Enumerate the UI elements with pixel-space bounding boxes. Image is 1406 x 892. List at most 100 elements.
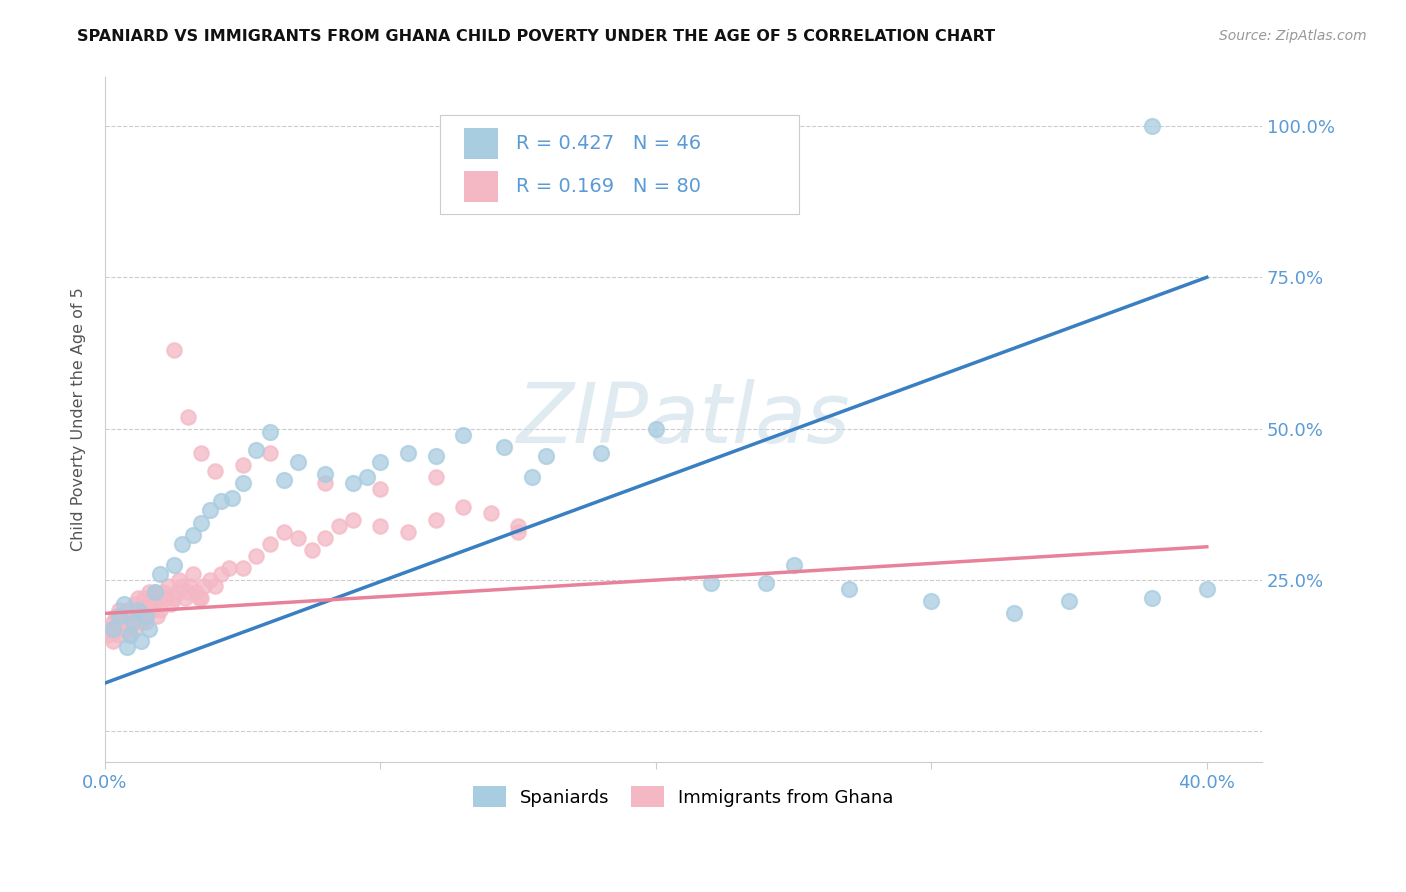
Text: R = 0.169   N = 80: R = 0.169 N = 80 bbox=[516, 177, 700, 195]
Point bbox=[370, 455, 392, 469]
Point bbox=[1002, 607, 1025, 621]
Point bbox=[121, 603, 143, 617]
Point bbox=[129, 615, 152, 630]
Point bbox=[370, 482, 392, 496]
Point bbox=[135, 615, 157, 630]
Point bbox=[232, 458, 254, 472]
Point bbox=[245, 442, 267, 457]
Point bbox=[245, 549, 267, 563]
Point bbox=[1140, 591, 1163, 606]
Point bbox=[138, 585, 160, 599]
Point bbox=[97, 627, 120, 641]
Point bbox=[838, 582, 860, 597]
Point bbox=[314, 467, 336, 482]
Point bbox=[209, 567, 232, 582]
FancyBboxPatch shape bbox=[440, 115, 799, 214]
Point bbox=[204, 579, 226, 593]
Point bbox=[181, 567, 204, 582]
Point bbox=[141, 591, 163, 606]
Point bbox=[342, 476, 364, 491]
Point bbox=[124, 622, 146, 636]
Point bbox=[396, 446, 419, 460]
Point bbox=[181, 527, 204, 541]
Point bbox=[190, 591, 212, 606]
Point bbox=[451, 500, 474, 515]
Point bbox=[169, 573, 191, 587]
Legend: Spaniards, Immigrants from Ghana: Spaniards, Immigrants from Ghana bbox=[465, 779, 901, 814]
Point bbox=[160, 597, 183, 611]
Point bbox=[127, 591, 149, 606]
Point bbox=[132, 609, 155, 624]
Point bbox=[198, 503, 221, 517]
Point bbox=[118, 627, 141, 641]
Point bbox=[508, 524, 530, 539]
Point bbox=[115, 622, 138, 636]
Point bbox=[135, 603, 157, 617]
Point bbox=[129, 603, 152, 617]
Point bbox=[287, 531, 309, 545]
Point bbox=[644, 422, 666, 436]
Point bbox=[112, 597, 135, 611]
Point bbox=[103, 615, 125, 630]
Point bbox=[755, 576, 778, 591]
Point bbox=[1195, 582, 1218, 597]
Point bbox=[301, 542, 323, 557]
Point bbox=[138, 597, 160, 611]
Point bbox=[314, 531, 336, 545]
Y-axis label: Child Poverty Under the Age of 5: Child Poverty Under the Age of 5 bbox=[72, 288, 86, 551]
Point bbox=[143, 597, 166, 611]
Text: ZIPatlas: ZIPatlas bbox=[516, 379, 851, 460]
Point bbox=[328, 518, 350, 533]
Point bbox=[149, 567, 172, 582]
Point bbox=[425, 512, 447, 526]
Point bbox=[221, 491, 243, 506]
Point bbox=[105, 609, 128, 624]
FancyBboxPatch shape bbox=[464, 128, 498, 159]
Point bbox=[479, 507, 502, 521]
Point bbox=[190, 446, 212, 460]
Point bbox=[103, 633, 125, 648]
Point bbox=[155, 591, 177, 606]
Point bbox=[259, 425, 281, 439]
Point bbox=[112, 609, 135, 624]
Point bbox=[163, 558, 186, 572]
Point bbox=[396, 524, 419, 539]
Point bbox=[152, 585, 174, 599]
Point bbox=[115, 640, 138, 654]
Point bbox=[187, 591, 209, 606]
FancyBboxPatch shape bbox=[464, 171, 498, 202]
Point bbox=[356, 470, 378, 484]
Text: R = 0.427   N = 46: R = 0.427 N = 46 bbox=[516, 135, 700, 153]
Point bbox=[115, 603, 138, 617]
Point bbox=[176, 409, 198, 424]
Point bbox=[508, 518, 530, 533]
Point bbox=[121, 615, 143, 630]
Point bbox=[172, 579, 194, 593]
Point bbox=[451, 427, 474, 442]
Point bbox=[209, 494, 232, 508]
Point bbox=[314, 476, 336, 491]
Point bbox=[342, 512, 364, 526]
Point bbox=[107, 609, 129, 624]
Point bbox=[143, 585, 166, 599]
Point bbox=[425, 470, 447, 484]
Point bbox=[259, 446, 281, 460]
Point bbox=[146, 609, 169, 624]
Point bbox=[132, 591, 155, 606]
Point bbox=[107, 627, 129, 641]
Point bbox=[425, 449, 447, 463]
Point bbox=[166, 585, 188, 599]
Point bbox=[143, 585, 166, 599]
Point bbox=[259, 537, 281, 551]
Point bbox=[232, 561, 254, 575]
Point bbox=[920, 594, 942, 608]
Point bbox=[520, 470, 543, 484]
Point bbox=[124, 597, 146, 611]
Point bbox=[176, 585, 198, 599]
Point bbox=[700, 576, 723, 591]
Text: SPANIARD VS IMMIGRANTS FROM GHANA CHILD POVERTY UNDER THE AGE OF 5 CORRELATION C: SPANIARD VS IMMIGRANTS FROM GHANA CHILD … bbox=[77, 29, 995, 45]
Point bbox=[287, 455, 309, 469]
Point bbox=[232, 476, 254, 491]
Point bbox=[127, 609, 149, 624]
Point bbox=[141, 603, 163, 617]
